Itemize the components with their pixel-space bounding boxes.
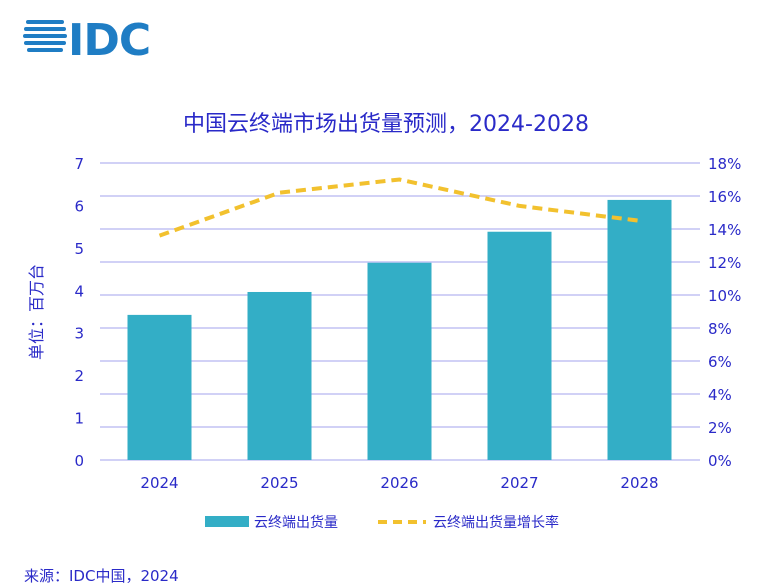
y2-tick-label: 6% — [708, 353, 732, 371]
y-axis-label: 单位：百万台 — [27, 264, 46, 360]
y-tick-label: 6 — [74, 197, 84, 215]
x-tick-label: 2027 — [500, 474, 538, 492]
bar-2026 — [367, 262, 432, 460]
y2-tick-label: 10% — [708, 287, 741, 305]
x-tick-label: 2028 — [620, 474, 658, 492]
x-tick-label: 2024 — [140, 474, 178, 492]
y2-tick-label: 8% — [708, 320, 732, 338]
y2-tick-label: 12% — [708, 254, 741, 272]
bar-2027 — [487, 231, 552, 460]
legend: 云终端出货量 云终端出货量增长率 — [205, 514, 559, 531]
chart-title: 中国云终端市场出货量预测，2024-2028 — [183, 112, 589, 137]
y-tick-label: 4 — [74, 282, 84, 300]
y-tick-label: 2 — [74, 367, 84, 385]
y2-tick-label: 2% — [708, 419, 732, 437]
y2-tick-label: 16% — [708, 188, 741, 206]
y2-tick-label: 18% — [708, 155, 741, 173]
legend-line-label: 云终端出货量增长率 — [433, 514, 559, 531]
growth-rate-line — [158, 177, 640, 238]
svg-text:IDC: IDC — [68, 15, 150, 66]
y2-tick-label: 0% — [708, 452, 732, 470]
bar-2025 — [247, 291, 312, 460]
y2-tick-label: 4% — [708, 386, 732, 404]
legend-bar-label: 云终端出货量 — [254, 514, 338, 531]
y-tick-label: 7 — [74, 155, 84, 173]
y-tick-label: 0 — [74, 452, 84, 470]
bar-2028 — [607, 199, 672, 461]
idc-logo: IDC — [23, 15, 151, 66]
y-tick-label: 1 — [74, 410, 84, 428]
y2-tick-label: 14% — [708, 221, 741, 239]
source-note: 来源：IDC中国，2024 — [24, 567, 179, 585]
bar-2024 — [127, 314, 192, 460]
x-tick-label: 2026 — [380, 474, 418, 492]
x-tick-label: 2025 — [260, 474, 298, 492]
y-tick-label: 3 — [74, 325, 84, 343]
legend-bar-swatch — [205, 516, 249, 527]
y-tick-label: 5 — [74, 240, 84, 258]
